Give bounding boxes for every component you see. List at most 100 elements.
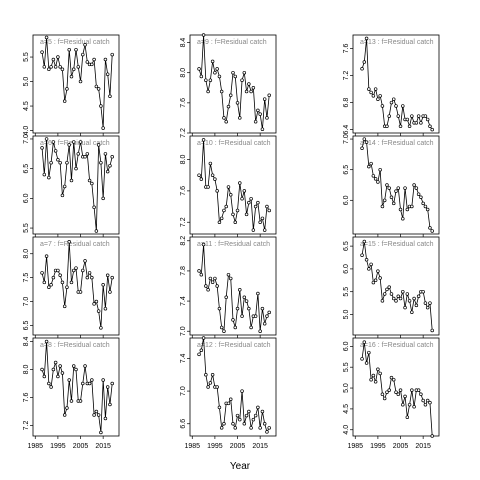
x-tick-label: 1995 (370, 443, 386, 450)
data-point (42, 280, 47, 285)
data-point (217, 220, 222, 224)
x-tick-label: 1995 (50, 443, 66, 450)
data-point (382, 198, 387, 203)
data-point (228, 93, 233, 98)
data-point (362, 60, 367, 64)
data-point (108, 163, 112, 168)
data-point (425, 207, 430, 212)
panel-frame (32, 135, 120, 235)
data-point (47, 175, 51, 180)
x-tick-label: 2005 (393, 443, 409, 450)
data-point (222, 329, 226, 333)
data-point (242, 295, 247, 300)
data-point (94, 299, 99, 304)
data-point (378, 94, 382, 98)
y-tick-label: 7.2 (180, 128, 187, 138)
y-tick-label: 7.6 (180, 186, 187, 196)
data-point (247, 82, 251, 86)
y-tick-label: 6.0 (343, 264, 350, 274)
data-point (394, 189, 398, 193)
data-point (74, 367, 78, 372)
data-point (373, 278, 378, 283)
y-tick-label: 8.4 (180, 38, 187, 48)
data-point (47, 67, 51, 72)
data-point (222, 208, 226, 213)
data-point (65, 285, 69, 289)
data-point (249, 325, 253, 330)
data-point (105, 72, 110, 76)
y-tick-label: 6.8 (343, 98, 350, 108)
data-point (394, 390, 398, 394)
data-point (40, 271, 44, 275)
data-point (242, 70, 247, 75)
data-point (81, 268, 85, 273)
data-point (428, 400, 432, 405)
data-point (228, 276, 233, 281)
data-point (385, 183, 389, 187)
panel-title: a=10 : f=Residual catch (197, 140, 271, 147)
data-point (105, 273, 110, 277)
panel-frame (352, 34, 440, 134)
panel-title: a=12 : f=Residual catch (197, 342, 271, 349)
data-point (360, 67, 364, 71)
data-point (421, 201, 425, 206)
data-point (201, 336, 206, 340)
data-point (387, 285, 391, 289)
data-point (376, 97, 380, 101)
panel-frame (189, 135, 277, 235)
data-point (49, 385, 53, 389)
data-point (103, 306, 108, 311)
data-point (65, 87, 69, 91)
data-point (378, 276, 382, 280)
data-point (380, 392, 385, 397)
data-point (199, 177, 204, 181)
panel: 5.5 6.0 6.5 7.0 a=6 : f=Residual catch (23, 134, 120, 237)
data-point (228, 397, 233, 402)
panel-frame (189, 34, 277, 134)
data-point (110, 381, 114, 386)
panel: 7.2 7.6 8.0 8.4 1985 1995 2005 2015 a=8 : f=Resi… (23, 337, 120, 450)
data-point (262, 97, 267, 101)
data-point (391, 296, 396, 301)
panel: 4.0 4.5 5.0 5.5 6.0 1985 1995 2005 2015 a=16 : f=… (343, 337, 440, 450)
data-point (371, 94, 376, 98)
data-point (78, 79, 83, 84)
data-point (90, 181, 94, 186)
data-point (83, 364, 87, 368)
x-tick-label: 1995 (207, 443, 223, 450)
data-point (253, 314, 258, 318)
data-point (42, 374, 47, 379)
data-point (219, 216, 224, 221)
y-tick-label: 8.4 (23, 337, 30, 347)
data-point (265, 314, 269, 318)
data-point (405, 207, 410, 212)
data-point (233, 426, 238, 430)
panel: 7.0 7.4 7.8 8.2 a=11 : f=Residual catch (180, 236, 277, 338)
data-point (87, 381, 92, 386)
data-point (62, 184, 67, 189)
x-tick-label: 2015 (95, 443, 111, 450)
data-point (74, 47, 78, 52)
data-point (99, 430, 103, 435)
data-point (369, 161, 373, 166)
y-tick-label: 8.0 (23, 365, 30, 375)
data-point (71, 140, 76, 144)
data-point (78, 399, 83, 403)
x-tick-label: 2005 (230, 443, 246, 450)
panel: 6.4 6.8 7.2 7.6 a=13 : f=Residual catch (343, 34, 440, 136)
data-point (371, 174, 376, 178)
panel: 6.6 7.0 7.4 1985 1995 2005 2015 a=12 : f=Residu… (180, 336, 277, 450)
data-point (249, 89, 253, 94)
data-point (423, 204, 428, 209)
data-point (398, 388, 403, 392)
x-tick-label: 1985 (27, 443, 43, 450)
y-tick-label: 8.0 (180, 68, 187, 78)
data-point (199, 272, 204, 277)
data-point (419, 195, 423, 200)
data-point (258, 329, 262, 333)
data-point (423, 301, 428, 305)
data-point (110, 52, 114, 57)
y-tick-label: 6.0 (23, 193, 30, 203)
data-point (213, 177, 217, 181)
